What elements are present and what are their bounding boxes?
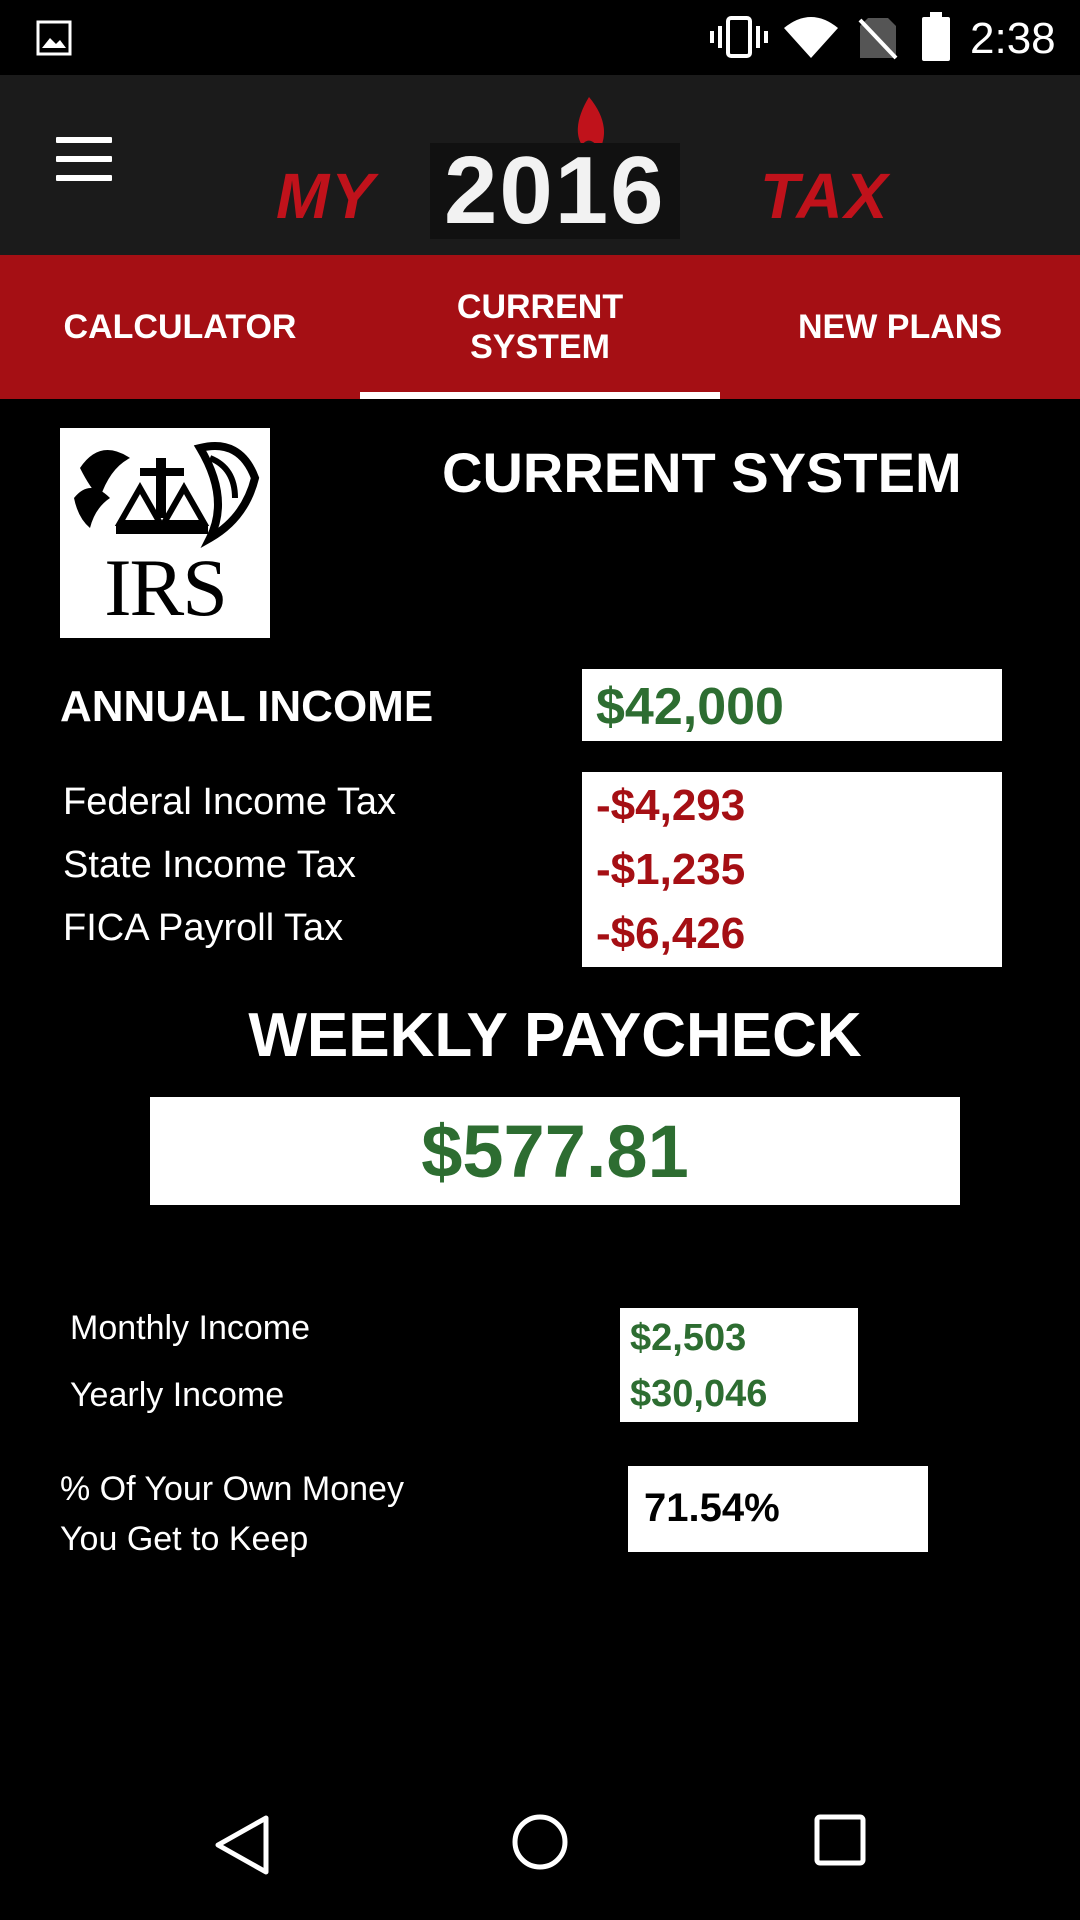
keep-percent-label: % Of Your Own Money You Get to Keep — [60, 1464, 404, 1564]
app-logo: MY 2016 TAX — [270, 93, 930, 253]
logo-year: 2016 — [430, 143, 680, 239]
irs-logo-text: IRS — [104, 542, 228, 633]
state-tax-value: -$1,235 — [596, 845, 746, 894]
keep-percent-label-line1: % Of Your Own Money — [60, 1470, 404, 1508]
app-bar: MY 2016 TAX — [0, 75, 1080, 255]
logo-tax: TAX — [760, 160, 890, 232]
tab-current-system[interactable]: CURRENT SYSTEM — [360, 255, 720, 399]
wifi-icon — [784, 17, 838, 58]
weekly-paycheck-value: $577.81 — [421, 1109, 689, 1193]
vibrate-icon — [710, 16, 768, 58]
battery-icon — [922, 12, 950, 61]
tab-new-plans-label: NEW PLANS — [798, 308, 1002, 346]
monthly-income-label: Monthly Income — [70, 1309, 310, 1347]
home-icon[interactable] — [510, 1812, 570, 1872]
state-tax-label: State Income Tax — [63, 844, 356, 886]
tax-labels: Federal Income Tax State Income Tax FICA… — [63, 778, 396, 967]
federal-tax-label: Federal Income Tax — [63, 781, 397, 823]
tab-new-plans[interactable]: NEW PLANS — [720, 255, 1080, 399]
status-time: 2:38 — [970, 14, 1056, 63]
selected-tab-indicator — [360, 392, 720, 399]
federal-tax-value: -$4,293 — [596, 781, 746, 830]
tab-current-system-label: CURRENT SYSTEM — [456, 288, 624, 366]
weekly-paycheck-label: WEEKLY PAYCHECK — [248, 1001, 862, 1070]
tab-bar: CALCULATOR CURRENT SYSTEM NEW PLANS — [0, 255, 1080, 399]
annual-income-field[interactable]: $42,000 — [582, 669, 1002, 741]
annual-income-value: $42,000 — [596, 678, 784, 736]
yearly-income-label: Yearly Income — [70, 1376, 285, 1414]
tab-calculator[interactable]: CALCULATOR — [0, 255, 360, 399]
weekly-paycheck-box: $577.81 — [150, 1097, 960, 1205]
fica-tax-value: -$6,426 — [596, 909, 746, 958]
annual-income-label: ANNUAL INCOME — [60, 682, 434, 731]
no-sim-icon — [858, 18, 898, 60]
recent-apps-icon[interactable] — [812, 1812, 868, 1868]
income-labels: Monthly Income Yearly Income — [70, 1306, 310, 1440]
tax-values-box: -$4,293 -$1,235 -$6,426 — [582, 772, 1002, 967]
menu-icon[interactable] — [56, 137, 112, 181]
gallery-icon — [36, 20, 72, 56]
income-values-box: $2,503 $30,046 — [620, 1308, 858, 1422]
navigation-bar — [0, 1770, 1080, 1920]
keep-percent-label-line2: You Get to Keep — [60, 1520, 309, 1558]
page-title: CURRENT SYSTEM — [442, 441, 962, 504]
yearly-income-value: $30,046 — [630, 1373, 768, 1415]
monthly-income-value: $2,503 — [630, 1317, 747, 1359]
keep-percent-value: 71.54% — [644, 1486, 780, 1530]
irs-eagle-icon — [74, 442, 260, 548]
keep-percent-box: 71.54% — [628, 1466, 928, 1552]
irs-logo: IRS — [60, 428, 270, 638]
tab-calculator-label: CALCULATOR — [63, 308, 297, 346]
back-icon[interactable] — [212, 1812, 272, 1878]
status-bar: 2:38 — [0, 0, 1080, 75]
logo-my: MY — [276, 160, 376, 232]
fica-tax-label: FICA Payroll Tax — [63, 907, 344, 949]
